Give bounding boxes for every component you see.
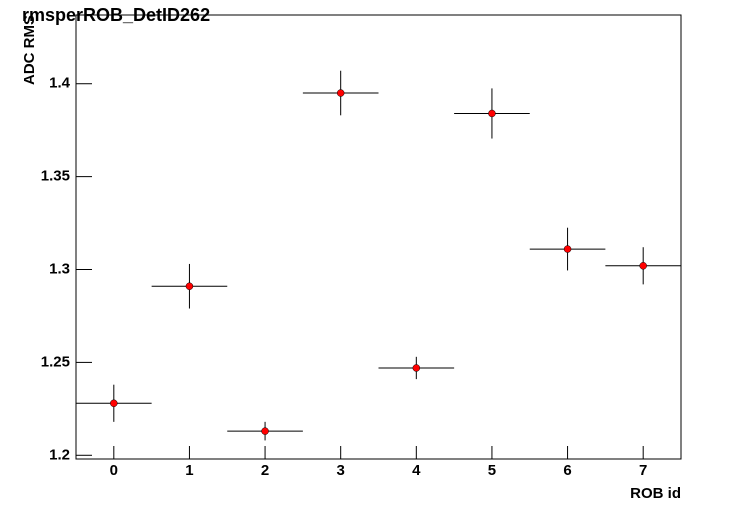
x-tick-label: 5 <box>488 462 496 479</box>
y-axis-label: ADC RMS <box>21 15 38 85</box>
point <box>261 427 269 435</box>
y-tick-label: 1.35 <box>41 168 70 185</box>
point <box>488 109 496 118</box>
point <box>639 262 647 270</box>
x-axis-label: ROB id <box>630 485 681 502</box>
point <box>336 89 345 97</box>
x-tick-label: 0 <box>110 462 118 479</box>
point <box>185 282 194 290</box>
x-tick-label: 3 <box>337 462 345 479</box>
y-tick-label: 1.4 <box>49 75 71 92</box>
point <box>412 364 421 372</box>
y-tick-label: 1.25 <box>41 353 70 370</box>
point <box>563 245 572 253</box>
x-tick-label: 1 <box>185 462 193 479</box>
x-tick-label: 2 <box>261 462 269 479</box>
x-tick-label: 7 <box>639 462 647 479</box>
x-tick-label: 4 <box>412 462 421 479</box>
point <box>110 399 118 408</box>
plot-frame <box>75 14 682 460</box>
y-tick-label: 1.2 <box>49 446 70 463</box>
x-tick-label: 6 <box>563 462 571 479</box>
y-tick-label: 1.3 <box>49 260 70 277</box>
